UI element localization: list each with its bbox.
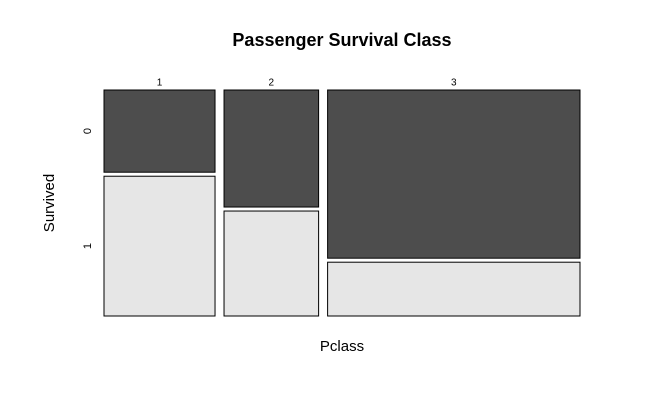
- mosaic-tile: [327, 261, 581, 317]
- x-tick-label: 3: [451, 78, 457, 89]
- mosaic-tile: [327, 89, 581, 259]
- x-tick-label: 1: [157, 78, 163, 89]
- mosaic-tile: [103, 175, 216, 317]
- y-tick-label: 1: [82, 243, 94, 249]
- y-tick-label: 0: [82, 128, 94, 134]
- x-tick-label: 2: [269, 78, 275, 89]
- mosaic-tile: [223, 210, 320, 317]
- mosaic-tile: [103, 89, 216, 173]
- y-axis-label: Survived: [41, 174, 58, 232]
- x-axis-label: Pclass: [320, 338, 364, 355]
- chart-title: Passenger Survival Class: [232, 30, 451, 50]
- mosaic-tile: [223, 89, 320, 208]
